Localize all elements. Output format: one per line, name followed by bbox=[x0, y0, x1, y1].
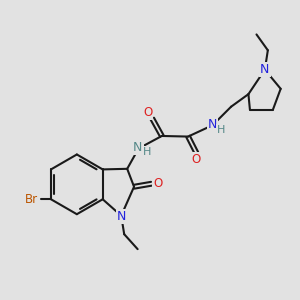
Text: N: N bbox=[116, 210, 126, 223]
Text: N: N bbox=[260, 63, 269, 76]
Text: O: O bbox=[192, 153, 201, 167]
Text: O: O bbox=[153, 177, 163, 190]
Text: H: H bbox=[143, 147, 152, 157]
Text: O: O bbox=[143, 106, 152, 119]
Text: N: N bbox=[133, 141, 142, 154]
Text: H: H bbox=[217, 125, 225, 135]
Text: N: N bbox=[208, 118, 217, 131]
Text: Br: Br bbox=[25, 193, 38, 206]
